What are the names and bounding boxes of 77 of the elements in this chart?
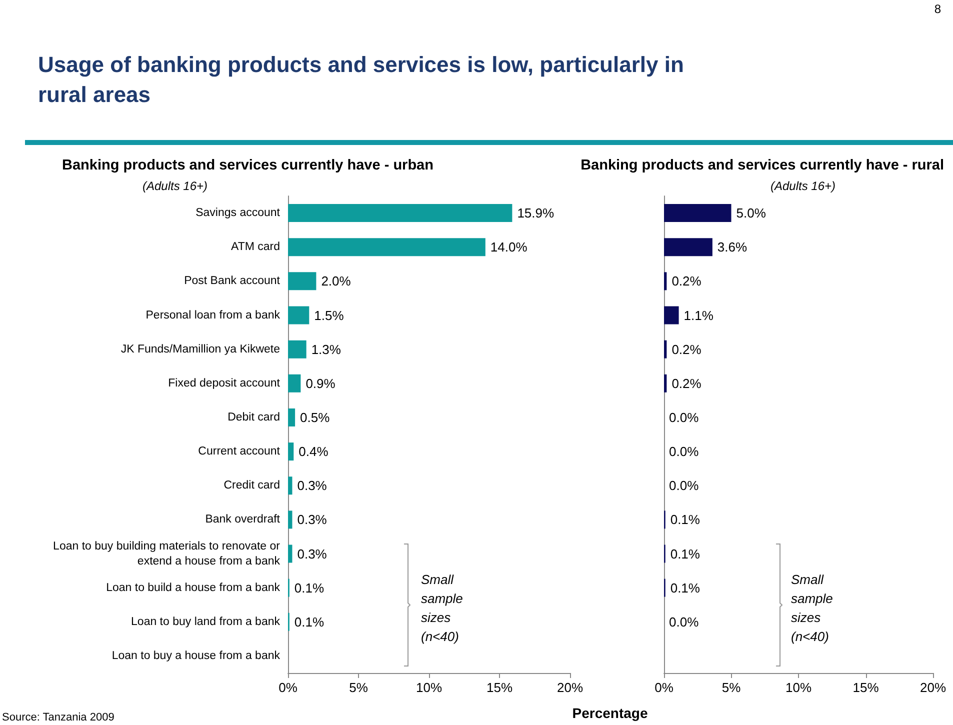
y-tick-label: Bank overdraft (205, 514, 281, 526)
bar (288, 510, 292, 529)
y-tick-label: Loan to buy building materials to renovate or extend a house from a bank (53, 540, 280, 568)
data-label: 0.1% (670, 546, 700, 562)
bar (288, 306, 310, 324)
chart-title: Banking products and services currently have - urban (62, 158, 434, 174)
data-label: 0.1% (294, 614, 324, 630)
bar (664, 238, 712, 256)
x-tick-label: 15% (486, 680, 513, 695)
bar (288, 238, 486, 256)
x-axis-title: Percentage (571, 705, 649, 721)
data-label: 0.5% (300, 410, 330, 425)
data-label: 1.3% (311, 342, 342, 357)
bar (288, 544, 292, 563)
y-tick-label: Current account (198, 446, 281, 458)
chart-subtitle: (Adults 16+) (770, 179, 836, 193)
y-tick-label: Savings account (196, 207, 281, 220)
text: (Adults 16+) (142, 179, 208, 193)
y-tick-label: Loan to buy a house from a bank (112, 650, 280, 662)
data-label: 0.1% (670, 580, 700, 596)
bar (664, 306, 679, 324)
annotation: Small sample sizes (n<40) (791, 572, 837, 644)
y-tick-label: JK Funds/Mamillion ya Kikwete (120, 343, 280, 356)
x-tick-label: 5% (349, 680, 368, 695)
bar (288, 340, 306, 358)
data-label: 1.1% (684, 308, 714, 323)
bar (664, 272, 667, 290)
y-tick-label: Debit card (228, 411, 280, 424)
y-tick-label: Post Bank account (184, 275, 281, 288)
data-label: 2.0% (321, 274, 352, 289)
x-tick-label: 10% (785, 680, 812, 695)
y-tick-label: Credit card (224, 480, 280, 492)
bar (664, 204, 732, 222)
data-label: 3.6% (717, 240, 748, 255)
data-label: 1.5% (314, 308, 344, 323)
y-tick-label: ATM card (231, 241, 280, 254)
data-label: 5.0% (736, 206, 766, 221)
x-tick-label: 15% (852, 680, 880, 695)
data-label: 0.2% (672, 376, 702, 391)
text: Usage of banking products and services is low, particularly in rural areas (38, 51, 685, 109)
data-label: 15.9% (517, 206, 554, 221)
y-tick-label: Loan to build a house from a bank (106, 582, 280, 594)
data-label: 0.3% (297, 546, 328, 562)
data-label: 0.4% (298, 444, 329, 460)
annotation: Small sample sizes (n<40) (421, 572, 467, 644)
bar (664, 340, 667, 358)
x-tick-label: 0% (654, 680, 674, 695)
data-label: 0.0% (669, 444, 700, 460)
bar (288, 476, 292, 495)
data-label: 0.1% (294, 580, 324, 596)
x-tick-label: 20% (920, 680, 946, 695)
data-label: 0.2% (672, 342, 702, 357)
data-label: 0.3% (297, 512, 328, 528)
chart-title: Banking products and services currently have - rural (580, 158, 944, 174)
x-tick-label: 0% (278, 680, 298, 695)
y-tick-label: Loan to buy land from a bank (131, 616, 280, 628)
data-label: 0.1% (670, 512, 700, 528)
bar (288, 374, 301, 392)
y-tick-label: Fixed deposit account (168, 377, 281, 390)
bar (288, 272, 316, 290)
bar (664, 374, 667, 392)
x-tick-label: 20% (556, 680, 584, 695)
x-tick-label: 5% (722, 680, 742, 695)
data-label: 0.0% (669, 614, 700, 630)
data-label: 0.9% (306, 376, 336, 391)
text: 8 (934, 2, 941, 16)
bar (288, 204, 512, 222)
data-label: 0.2% (672, 274, 702, 289)
bar (288, 442, 294, 461)
x-tick-label: 10% (416, 680, 442, 695)
data-label: 14.0% (490, 240, 528, 255)
source-note: Source: Tanzania 2009 (2, 712, 114, 724)
y-tick-label: Personal loan from a bank (146, 309, 280, 322)
data-label: 0.0% (669, 478, 700, 494)
bar (288, 408, 296, 426)
data-label: 0.3% (297, 478, 328, 494)
data-label: 0.0% (669, 410, 700, 425)
